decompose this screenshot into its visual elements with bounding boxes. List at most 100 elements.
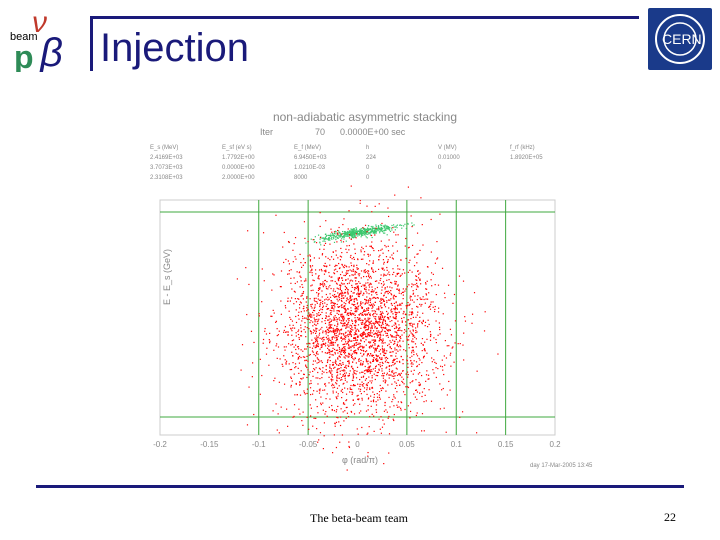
data-point [347, 341, 349, 343]
data-point [365, 310, 367, 312]
data-point [268, 364, 270, 366]
data-point [304, 356, 306, 358]
data-point [304, 326, 306, 328]
data-point [370, 246, 372, 248]
data-point [327, 360, 329, 362]
data-point [284, 326, 287, 328]
data-point [318, 439, 320, 441]
data-point [288, 310, 290, 312]
data-point [343, 356, 345, 358]
data-point [271, 315, 273, 317]
data-point [391, 257, 394, 259]
data-point [309, 321, 311, 324]
data-point [388, 278, 390, 281]
data-point [361, 364, 363, 366]
data-point [328, 319, 330, 321]
data-point [348, 235, 350, 237]
data-point [368, 264, 370, 266]
data-point [384, 306, 387, 308]
data-point [380, 227, 382, 229]
data-point [346, 234, 348, 236]
data-point [350, 307, 352, 309]
data-point [354, 372, 356, 375]
data-point [419, 316, 421, 318]
data-point [316, 344, 318, 346]
data-point [388, 239, 390, 241]
data-point [291, 351, 293, 353]
data-point [380, 339, 382, 341]
data-point [405, 227, 407, 230]
data-point [396, 308, 398, 310]
data-point [343, 347, 345, 349]
data-point [371, 355, 373, 357]
data-point [405, 321, 407, 323]
param-value: 1.7792E+00 [222, 155, 255, 161]
data-point [334, 335, 336, 337]
data-point [324, 238, 326, 240]
data-point [342, 233, 344, 235]
data-point [374, 288, 376, 290]
data-point [303, 280, 306, 282]
data-point [350, 325, 353, 327]
data-point [342, 266, 344, 268]
data-point [407, 319, 409, 321]
data-point [310, 380, 312, 382]
data-point [366, 230, 368, 232]
data-point [372, 291, 374, 293]
data-point [346, 325, 348, 327]
data-point [347, 230, 349, 233]
data-point [266, 347, 268, 349]
data-point [385, 324, 387, 326]
data-point [325, 330, 327, 332]
data-point [347, 321, 350, 323]
data-point [329, 331, 331, 333]
data-point [380, 305, 382, 307]
data-point [348, 352, 350, 355]
data-point [411, 286, 413, 288]
data-point [323, 244, 325, 246]
data-point [398, 346, 400, 348]
data-point [321, 283, 324, 285]
data-point [378, 250, 380, 252]
data-point [414, 336, 416, 338]
data-point [360, 236, 362, 238]
data-point [350, 290, 352, 292]
data-point [388, 329, 390, 331]
data-point [314, 337, 316, 339]
data-point [330, 327, 332, 329]
data-point [383, 372, 386, 374]
data-point [381, 358, 383, 361]
data-point [347, 347, 349, 349]
data-point [312, 360, 315, 362]
data-point [316, 428, 318, 430]
data-point [341, 271, 343, 273]
data-point [381, 357, 383, 359]
data-point [439, 333, 441, 335]
data-point [380, 230, 382, 232]
data-point [357, 398, 360, 400]
data-point [411, 333, 413, 335]
data-point [399, 268, 401, 270]
data-point [387, 324, 389, 326]
data-point [435, 367, 437, 369]
data-point [412, 346, 414, 348]
data-point [292, 339, 295, 341]
data-point [333, 344, 335, 346]
data-point [348, 312, 350, 314]
data-point [261, 301, 263, 303]
data-point [415, 275, 417, 277]
data-point [392, 245, 394, 247]
data-point [309, 387, 312, 389]
data-point [384, 274, 386, 276]
data-point [387, 384, 389, 386]
data-point [371, 339, 373, 341]
data-point [321, 237, 323, 239]
data-point [327, 239, 330, 241]
data-point [404, 245, 406, 247]
data-point [319, 248, 321, 250]
data-point [357, 288, 359, 290]
data-point [384, 315, 386, 318]
data-point [336, 270, 338, 273]
data-point [345, 279, 347, 281]
x-axis-label: φ (rad/π) [342, 455, 378, 465]
